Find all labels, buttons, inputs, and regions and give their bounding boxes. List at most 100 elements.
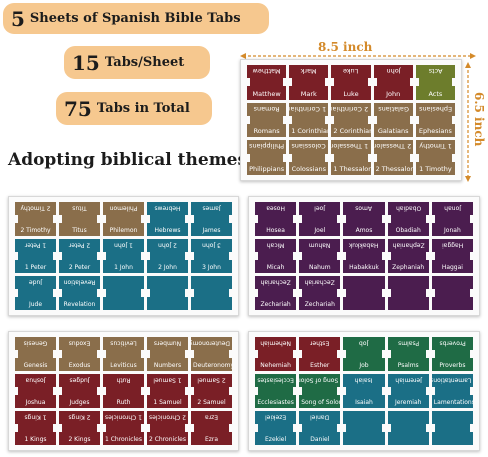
tab-label: Philemon — [109, 226, 138, 234]
tab-label: Luke — [343, 89, 359, 98]
sheets-count-badge: 5 Sheets of Spanish Bible Tabs — [3, 3, 269, 34]
tab-label: Joshua — [25, 398, 46, 406]
tab-label: Ezra — [204, 435, 219, 443]
tab-label: Jonah — [444, 226, 461, 234]
tab-label: Hebrews — [154, 226, 181, 234]
tab-label-upside-down: 1 Chronicles — [105, 413, 142, 421]
tab-label: Jude — [28, 300, 43, 308]
bible-tab: Galatians Galatians — [373, 102, 413, 138]
bible-tab: James James — [191, 202, 232, 236]
tab-label-upside-down: Jeremiah — [394, 376, 422, 384]
tab-label: 1 Corinthians — [291, 127, 328, 136]
bible-tab: Mark Mark — [289, 65, 329, 100]
tabs-per-sheet-badge: 15 Tabs/Sheet — [64, 46, 210, 79]
tab-label-upside-down — [432, 276, 473, 278]
sheets-count-text: Sheets of Spanish Bible Tabs — [29, 11, 241, 26]
bible-tab: Numbers Numbers — [147, 337, 188, 371]
bible-tab: Revelation Revelation — [59, 276, 100, 310]
tab-grid: 2 Timothy 2 Timothy Titus Titus Philemon Phil… — [15, 202, 232, 310]
bible-tab: 2 Kings 2 Kings — [59, 411, 100, 445]
tab-label-upside-down: Luke — [343, 67, 359, 76]
bible-tab: Titus Titus — [59, 202, 100, 236]
tab-label-upside-down: Zechariah — [260, 278, 291, 286]
tab-label-upside-down: 1 Peter — [24, 241, 47, 249]
tabs-total-badge: 75 Tabs in Total — [56, 92, 212, 125]
tab-label: Haggai — [441, 263, 463, 271]
tab-label-upside-down: Nahum — [308, 241, 331, 249]
tab-label-upside-down: Ecclesiastes — [257, 376, 294, 384]
tab-label-upside-down: Hebrews — [154, 204, 181, 212]
bible-tab: 2 Chronicles 2 Chronicles — [147, 411, 188, 445]
tab-label-upside-down: John — [386, 67, 401, 76]
tab-label: Revelation — [63, 300, 96, 308]
tab-label: Deuteronomy — [193, 361, 232, 369]
bible-tab: Zechariah Zechariah — [299, 276, 341, 310]
tab-label: 1 Peter — [24, 263, 47, 271]
tab-label-upside-down: Joel — [314, 204, 326, 212]
bible-tab: 1 Thessalonians 1 Thessalonians — [331, 140, 371, 175]
tab-label-upside-down: 2 Chronicles — [149, 413, 186, 421]
tab-label-upside-down: Ephesians — [418, 104, 452, 113]
bible-tab: Nahum Nahum — [299, 239, 341, 273]
tab-label: John — [386, 89, 401, 98]
tab-label-upside-down: Titus — [72, 204, 87, 212]
tab-label: 1 John — [114, 263, 133, 271]
tab-label-upside-down: 2 Kings — [68, 413, 91, 421]
tab-sheet-5: Nehemiah Nehemiah Esther Esther Job Job Psalms… — [248, 331, 480, 451]
tab-grid: Genesis Genesis Exodus Exodus Leviticus Levit… — [15, 337, 232, 445]
tab-label: Philippians — [249, 164, 285, 173]
tab-label-upside-down: Jude — [28, 278, 43, 286]
tab-label-upside-down: Numbers — [153, 339, 182, 347]
tab-label: Judges — [69, 398, 90, 406]
bible-tab: Micah Micah — [255, 239, 297, 273]
tab-sheet-4: Genesis Genesis Exodus Exodus Leviticus Levit… — [8, 331, 239, 451]
bible-tab: Lamentations Lamentations — [431, 374, 473, 408]
tab-label: Colossians — [291, 164, 326, 173]
tab-label: Jeremiah — [394, 398, 422, 406]
tab-label-upside-down — [432, 411, 473, 413]
tab-label-upside-down: 2 Corinthians — [331, 104, 369, 113]
bible-tab — [343, 411, 385, 445]
tab-label — [343, 308, 384, 310]
tab-label: Ezekiel — [265, 435, 287, 443]
tab-label-upside-down — [103, 276, 144, 278]
bible-tab: 1 Timothy 1 Timothy — [415, 140, 455, 175]
tab-label-upside-down: Isaiah — [355, 376, 373, 384]
bible-tab: Zechariah Zechariah — [255, 276, 297, 310]
tab-label: 2 Thessalonians — [375, 164, 413, 173]
tab-label: Amos — [355, 226, 373, 234]
tab-label — [147, 308, 188, 310]
tab-label: 2 Kings — [68, 435, 91, 443]
bible-tab: Philippians Philippians — [247, 140, 287, 175]
tab-label-upside-down: Mark — [300, 67, 317, 76]
bible-tab — [387, 411, 429, 445]
bible-tab: Matthew Matthew — [247, 65, 287, 100]
tab-label: Joel — [314, 226, 326, 234]
tabs-total-text: Tabs in Total — [96, 101, 190, 116]
tab-label: Lamentations — [433, 398, 473, 406]
bible-tab: Exodus Exodus — [59, 337, 100, 371]
bible-tab: 3 John 3 John — [191, 239, 232, 273]
bible-tab: 2 Timothy 2 Timothy — [15, 202, 56, 236]
tab-label-upside-down: Job — [359, 339, 369, 347]
tab-label: James — [202, 226, 221, 234]
tab-grid: Matthew Matthew Mark Mark Luke Luke John John Ac… — [247, 65, 455, 175]
bible-tab: Philemon Philemon — [103, 202, 144, 236]
bible-tab: Leviticus Leviticus — [103, 337, 144, 371]
bible-tab: John John — [373, 65, 413, 100]
tab-label-upside-down: 1 Samuel — [153, 376, 182, 384]
tab-label-upside-down: Lamentations — [431, 376, 471, 384]
bible-tab: Zephaniah Zephaniah — [387, 239, 429, 273]
bible-tab: Deuteronomy Deuteronomy — [191, 337, 232, 371]
tab-label: Habakkuk — [349, 263, 379, 271]
tab-label: Nehemiah — [260, 361, 291, 369]
tab-label: Galatians — [377, 127, 409, 136]
headline: Adopting biblical themes — [8, 150, 248, 170]
tab-label: Obadiah — [395, 226, 421, 234]
bible-tab: Ezekiel Ezekiel — [255, 411, 297, 445]
tab-label-upside-down: Ruth — [116, 376, 131, 384]
tab-label: Esther — [310, 361, 330, 369]
tab-label-upside-down: Leviticus — [110, 339, 137, 347]
tab-label-upside-down — [343, 411, 384, 413]
tab-label: Zephaniah — [392, 263, 425, 271]
